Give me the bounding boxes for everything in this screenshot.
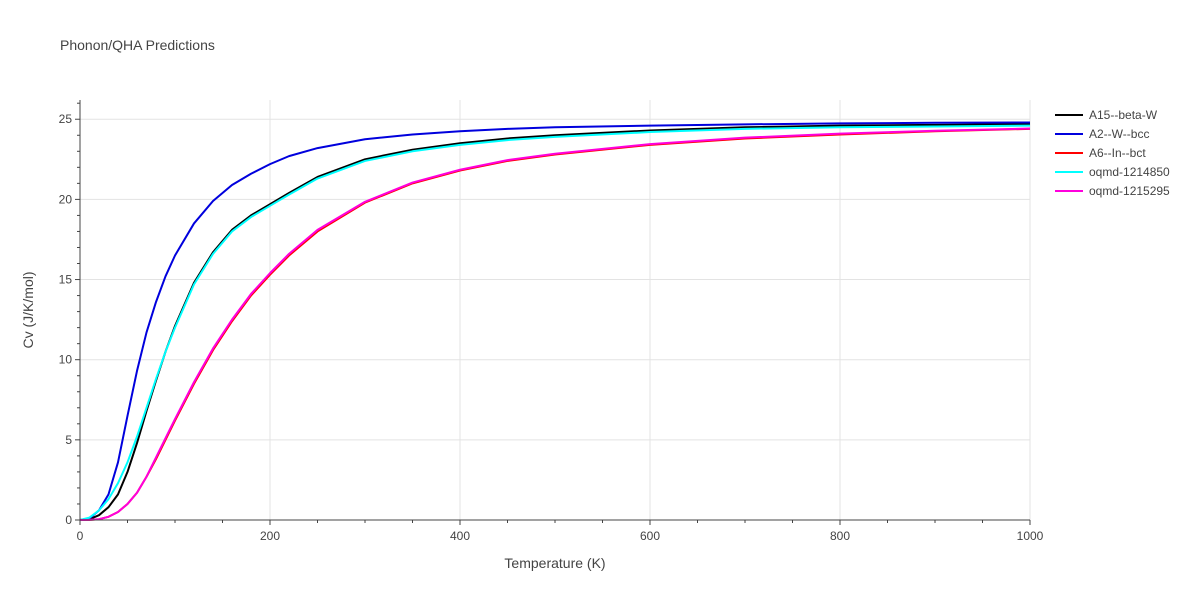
series-line-3 bbox=[79, 124, 1031, 521]
legend-item-0[interactable]: A15--beta-W bbox=[1055, 108, 1158, 122]
legend-label: A6--In--bct bbox=[1089, 146, 1146, 160]
legend-label: oqmd-1215295 bbox=[1089, 184, 1170, 198]
y-tick-label: 25 bbox=[59, 112, 73, 126]
legend-item-1[interactable]: A2--W--bcc bbox=[1055, 127, 1149, 141]
legend-label: A15--beta-W bbox=[1089, 108, 1158, 122]
series-layer bbox=[79, 121, 1031, 521]
tick-labels: 0 200 400 600 800 1000 0 5 10 15 20 25 bbox=[59, 112, 1044, 543]
legend-item-4[interactable]: oqmd-1215295 bbox=[1055, 184, 1170, 198]
legend-item-3[interactable]: oqmd-1214850 bbox=[1055, 165, 1170, 179]
series-line-1 bbox=[79, 121, 1031, 521]
x-tick-label: 800 bbox=[830, 529, 850, 543]
axes bbox=[75, 100, 1031, 525]
series-line-2 bbox=[79, 127, 1031, 521]
chart-title: Phonon/QHA Predictions bbox=[60, 37, 215, 53]
x-tick-label: 1000 bbox=[1017, 529, 1044, 543]
y-axis-title: Cv (J/K/mol) bbox=[20, 272, 36, 349]
series-line-4 bbox=[79, 127, 1031, 521]
series-line-0 bbox=[79, 123, 1031, 521]
y-tick-label: 10 bbox=[59, 353, 73, 367]
y-tick-label: 15 bbox=[59, 273, 73, 287]
y-tick-label: 5 bbox=[65, 433, 72, 447]
x-tick-label: 400 bbox=[450, 529, 470, 543]
x-tick-label: 200 bbox=[260, 529, 280, 543]
legend-label: oqmd-1214850 bbox=[1089, 165, 1170, 179]
x-tick-label: 600 bbox=[640, 529, 660, 543]
grid bbox=[80, 100, 1031, 520]
x-tick-label: 0 bbox=[77, 529, 84, 543]
y-tick-label: 20 bbox=[59, 192, 73, 206]
legend[interactable]: A15--beta-W A2--W--bcc A6--In--bct oqmd-121… bbox=[1055, 108, 1170, 198]
y-tick-label: 0 bbox=[65, 513, 72, 527]
legend-label: A2--W--bcc bbox=[1089, 127, 1149, 141]
x-axis-title: Temperature (K) bbox=[504, 555, 605, 571]
legend-item-2[interactable]: A6--In--bct bbox=[1055, 146, 1146, 160]
